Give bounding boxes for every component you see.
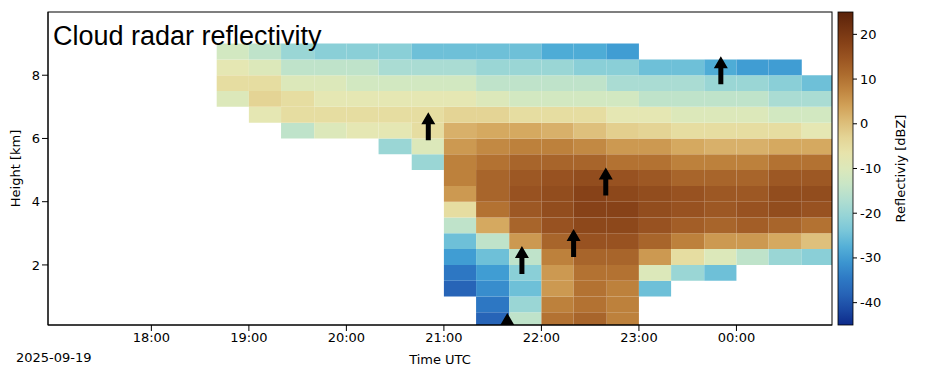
svg-text:-20: -20 [860, 206, 881, 221]
svg-text:23:00: 23:00 [620, 330, 657, 345]
svg-text:2: 2 [32, 258, 40, 273]
svg-text:8: 8 [32, 68, 40, 83]
svg-text:Reflectiviy [dBZ]: Reflectiviy [dBZ] [893, 115, 908, 223]
svg-text:0: 0 [860, 116, 868, 131]
svg-text:21:00: 21:00 [425, 330, 462, 345]
svg-text:20: 20 [860, 27, 877, 42]
svg-text:19:00: 19:00 [230, 330, 267, 345]
svg-text:Height [km]: Height [km] [8, 130, 23, 207]
svg-text:-30: -30 [860, 250, 881, 265]
svg-text:00:00: 00:00 [718, 330, 755, 345]
svg-text:18:00: 18:00 [133, 330, 170, 345]
svg-text:Time UTC: Time UTC [408, 352, 471, 367]
svg-text:Cloud radar reflectivity: Cloud radar reflectivity [53, 21, 322, 51]
svg-text:2025-09-19: 2025-09-19 [16, 350, 92, 365]
svg-text:4: 4 [32, 194, 40, 209]
svg-text:-10: -10 [860, 161, 881, 176]
svg-text:10: 10 [860, 72, 877, 87]
svg-text:-40: -40 [860, 295, 881, 310]
svg-text:22:00: 22:00 [523, 330, 560, 345]
svg-text:6: 6 [32, 131, 40, 146]
svg-text:20:00: 20:00 [328, 330, 365, 345]
